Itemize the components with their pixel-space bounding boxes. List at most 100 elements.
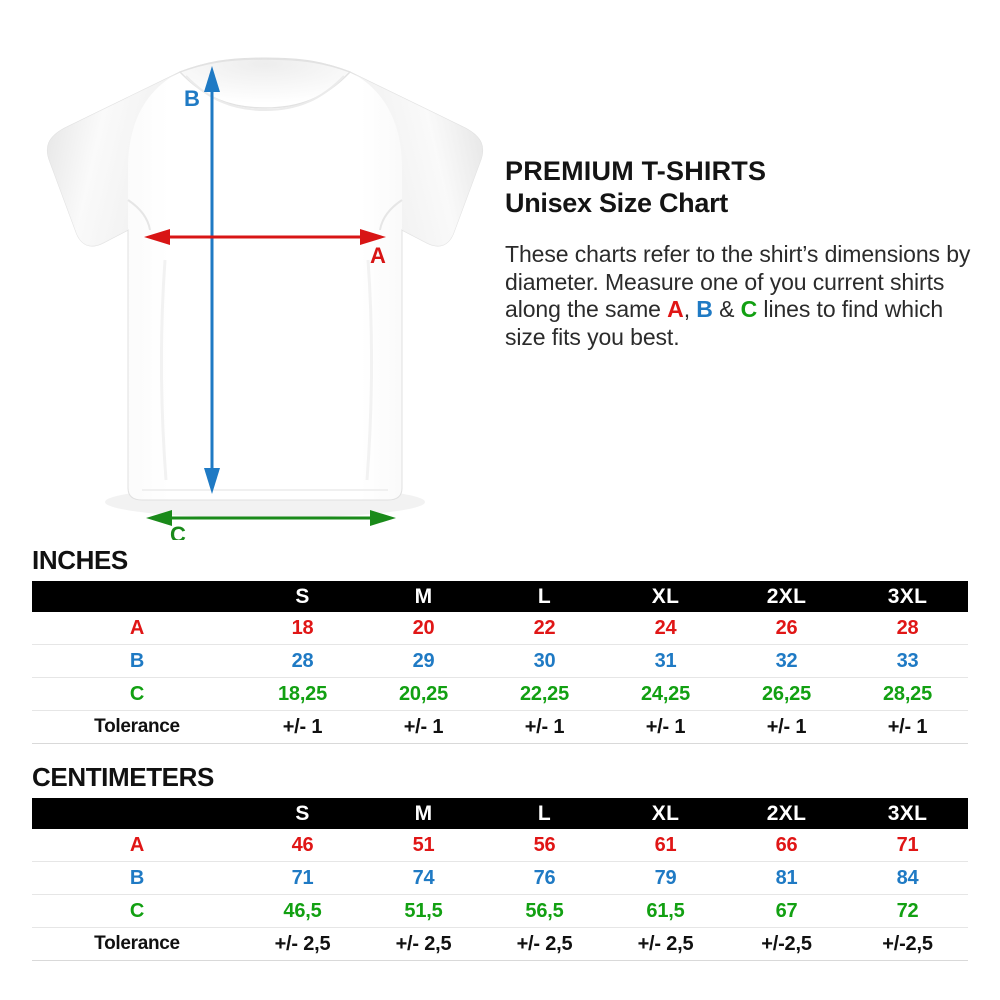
centimeters-b-s: 71 — [242, 861, 363, 895]
centimeters-row-label-c: C — [32, 894, 242, 928]
centimeters-c-xl: 61,5 — [605, 894, 726, 928]
centimeters-a-s: 46 — [242, 829, 363, 862]
centimeters-tol-xl: +/- 2,5 — [605, 927, 726, 961]
centimeters-tol-2xl: +/-2,5 — [726, 927, 847, 961]
inches-a-m: 20 — [363, 612, 484, 645]
inline-sep-1: , — [683, 296, 697, 322]
table-row: A 18 20 22 24 26 28 — [32, 612, 968, 645]
centimeters-c-l: 56,5 — [484, 894, 605, 928]
centimeters-header-3xl: 3XL — [847, 798, 968, 829]
centimeters-table-body: A 46 51 56 61 66 71 B 71 74 76 79 81 84 … — [32, 829, 968, 961]
table-row: C 46,5 51,5 56,5 61,5 67 72 — [32, 894, 968, 928]
inches-size-table: S M L XL 2XL 3XL A 18 20 22 24 26 28 B 2… — [32, 581, 968, 744]
centimeters-c-s: 46,5 — [242, 894, 363, 928]
shirt-sleeve-left — [47, 72, 180, 246]
inline-sep-2: & — [712, 296, 741, 322]
centimeters-a-3xl: 71 — [847, 829, 968, 862]
tshirt-diagram: B A C — [30, 50, 500, 540]
inches-b-2xl: 32 — [726, 644, 847, 678]
inches-header-2xl: 2XL — [726, 581, 847, 612]
centimeters-header-xl: XL — [605, 798, 726, 829]
centimeters-tol-3xl: +/-2,5 — [847, 927, 968, 961]
inches-c-xl: 24,25 — [605, 677, 726, 711]
inches-c-m: 20,25 — [363, 677, 484, 711]
inches-row-label-a: A — [32, 612, 242, 645]
measure-arrow-b — [204, 66, 220, 494]
centimeters-a-l: 56 — [484, 829, 605, 862]
inches-tol-xl: +/- 1 — [605, 710, 726, 744]
collar-inner-line — [185, 75, 345, 112]
inches-header-l: L — [484, 581, 605, 612]
centimeters-a-xl: 61 — [605, 829, 726, 862]
table-row: A 46 51 56 61 66 71 — [32, 829, 968, 862]
inches-tol-s: +/- 1 — [242, 710, 363, 744]
description-text-part1: These charts refer to the shirt’s dimens… — [505, 241, 971, 322]
inches-a-s: 18 — [242, 612, 363, 645]
centimeters-b-2xl: 81 — [726, 861, 847, 895]
inches-a-xl: 24 — [605, 612, 726, 645]
inline-label-c: C — [740, 296, 758, 322]
centimeters-b-3xl: 84 — [847, 861, 968, 895]
inches-row-label-c: C — [32, 677, 242, 711]
fabric-fold-right — [365, 259, 374, 481]
centimeters-a-m: 51 — [363, 829, 484, 862]
inches-table-head: S M L XL 2XL 3XL — [32, 581, 968, 612]
sleeve-crease-right — [379, 199, 403, 231]
inches-row-label-b: B — [32, 644, 242, 678]
centimeters-header-l: L — [484, 798, 605, 829]
inches-c-2xl: 26,25 — [726, 677, 847, 711]
inches-tol-l: +/- 1 — [484, 710, 605, 744]
measure-label-a: A — [370, 243, 386, 268]
top-section: B A C PREMIUM T-SHIRTS Unisex Size Chart… — [30, 50, 975, 540]
inches-b-m: 29 — [363, 644, 484, 678]
description-paragraph: These charts refer to the shirt’s dimens… — [505, 241, 975, 351]
inches-header-xl: XL — [605, 581, 726, 612]
measure-arrow-c — [146, 510, 396, 526]
inches-c-l: 22,25 — [484, 677, 605, 711]
inches-table-body: A 18 20 22 24 26 28 B 28 29 30 31 32 33 … — [32, 612, 968, 744]
inches-c-3xl: 28,25 — [847, 677, 968, 711]
centimeters-tol-m: +/- 2,5 — [363, 927, 484, 961]
centimeters-table-head: S M L XL 2XL 3XL — [32, 798, 968, 829]
centimeters-tol-l: +/- 2,5 — [484, 927, 605, 961]
measure-label-c: C — [170, 522, 186, 540]
inches-tol-2xl: +/- 1 — [726, 710, 847, 744]
centimeters-c-3xl: 72 — [847, 894, 968, 928]
inline-label-a: A — [667, 296, 684, 322]
inches-b-xl: 31 — [605, 644, 726, 678]
inches-header-m: M — [363, 581, 484, 612]
inches-a-l: 22 — [484, 612, 605, 645]
centimeters-a-2xl: 66 — [726, 829, 847, 862]
centimeters-b-m: 74 — [363, 861, 484, 895]
inches-tol-m: +/- 1 — [363, 710, 484, 744]
centimeters-header-m: M — [363, 798, 484, 829]
table-row: B 71 74 76 79 81 84 — [32, 861, 968, 895]
info-block: PREMIUM T-SHIRTS Unisex Size Chart These… — [505, 155, 975, 351]
inches-a-2xl: 26 — [726, 612, 847, 645]
inches-b-3xl: 33 — [847, 644, 968, 678]
centimeters-table-block: CENTIMETERS S M L XL 2XL 3XL A 46 51 56 — [32, 762, 968, 961]
centimeters-row-label-b: B — [32, 861, 242, 895]
inches-c-s: 18,25 — [242, 677, 363, 711]
centimeters-row-label-a: A — [32, 829, 242, 862]
sleeve-crease-left — [127, 199, 151, 231]
inches-row-label-tolerance: Tolerance — [32, 710, 242, 744]
centimeters-header-s: S — [242, 798, 363, 829]
measure-label-b: B — [184, 86, 200, 111]
tshirt-illustration: B A C — [46, 57, 484, 540]
centimeters-c-2xl: 67 — [726, 894, 847, 928]
inches-header-row: S M L XL 2XL 3XL — [32, 581, 968, 612]
centimeters-row-label-tolerance: Tolerance — [32, 927, 242, 961]
centimeters-header-row: S M L XL 2XL 3XL — [32, 798, 968, 829]
description-text-part2: lines to find which size fits you best. — [505, 296, 944, 350]
inches-header-label — [32, 581, 242, 612]
page-title-line2: Unisex Size Chart — [505, 188, 728, 218]
shirt-sleeve-right — [350, 72, 483, 246]
inches-table-block: INCHES S M L XL 2XL 3XL A 18 20 22 24 — [32, 545, 968, 744]
centimeters-b-l: 76 — [484, 861, 605, 895]
inches-b-l: 30 — [484, 644, 605, 678]
shirt-collar — [178, 58, 352, 109]
table-row: C 18,25 20,25 22,25 24,25 26,25 28,25 — [32, 677, 968, 711]
centimeters-c-m: 51,5 — [363, 894, 484, 928]
centimeters-table-title: CENTIMETERS — [32, 762, 214, 792]
